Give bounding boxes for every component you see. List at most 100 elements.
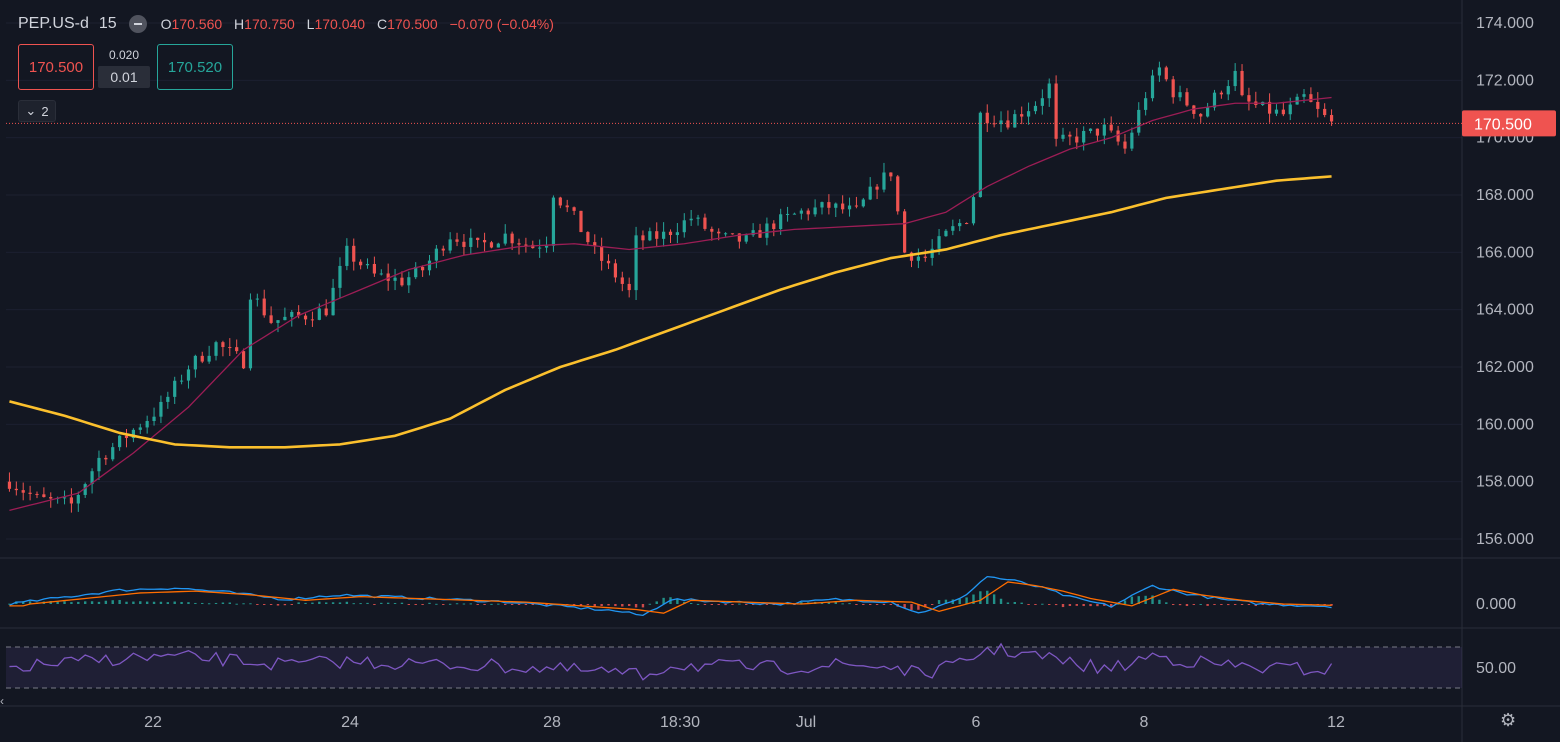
- rsi-tick-label: 50.00: [1476, 660, 1516, 677]
- candle-body: [841, 203, 845, 210]
- macd-histogram-bar: [862, 604, 865, 605]
- candle-body: [352, 245, 356, 262]
- last-price-label: 170.500: [1474, 116, 1532, 133]
- macd-histogram-bar: [166, 602, 170, 604]
- macd-histogram-bar: [386, 602, 390, 604]
- candle-body: [83, 484, 87, 495]
- macd-histogram-bar: [159, 601, 163, 604]
- candle-body: [854, 205, 859, 207]
- candle-body: [1267, 101, 1272, 114]
- macd-histogram-bar: [1199, 603, 1202, 605]
- candle-body: [1323, 108, 1327, 116]
- macd-histogram-bar: [448, 603, 452, 605]
- candle-body: [462, 241, 466, 247]
- candle-body: [28, 492, 32, 494]
- macd-histogram-bar: [77, 601, 80, 604]
- price-tick-label: 156.000: [1476, 531, 1534, 548]
- macd-histogram-bar: [235, 603, 238, 605]
- minus-icon[interactable]: [128, 15, 147, 33]
- macd-histogram-bar: [1206, 604, 1209, 606]
- sell-button[interactable]: 170.500: [18, 44, 94, 90]
- gear-icon[interactable]: ⚙: [1500, 710, 1517, 730]
- macd-histogram-bar: [1220, 604, 1223, 605]
- spread-lot: 0.020 0.01: [98, 44, 150, 90]
- lot-input[interactable]: 0.01: [98, 66, 150, 88]
- macd-histogram-bar: [497, 603, 500, 605]
- macd-histogram-bar: [710, 604, 714, 605]
- moving-averages: [9, 96, 1332, 511]
- candle-body: [572, 207, 576, 211]
- symbol-label[interactable]: PEP.US-d: [18, 15, 89, 32]
- macd-histogram-bar: [1171, 604, 1175, 605]
- macd-histogram-bar: [366, 602, 369, 604]
- price-tick-label: 162.000: [1476, 359, 1534, 376]
- candle-body: [937, 236, 941, 249]
- macd-histogram-bar: [8, 603, 11, 605]
- macd-histogram-bar: [249, 603, 252, 605]
- buy-button[interactable]: 170.520: [157, 44, 233, 90]
- macd-histogram-bar: [607, 604, 610, 606]
- candle-body: [193, 355, 197, 370]
- candle-body: [49, 497, 53, 499]
- macd-histogram-bar: [1096, 604, 1099, 607]
- ma-slow-line: [9, 175, 1332, 449]
- chevron-left-icon[interactable]: ‹: [0, 694, 4, 708]
- macd-histogram-bar: [1075, 604, 1078, 606]
- macd-line: [9, 575, 1332, 617]
- candle-body: [400, 277, 404, 286]
- candle-body: [386, 273, 390, 281]
- candle-body: [923, 256, 927, 258]
- macd-histogram-bar: [517, 604, 521, 605]
- macd-histogram-bar: [965, 597, 968, 604]
- candle-body: [138, 427, 142, 430]
- high-value: 170.750: [244, 16, 295, 32]
- indicators-toggle-button[interactable]: ⌄ 2: [18, 100, 56, 122]
- close-value: 170.500: [387, 16, 438, 32]
- macd-histogram-bar: [393, 603, 397, 605]
- candle-body: [345, 245, 349, 266]
- candle-body: [7, 481, 12, 489]
- spread-value: 0.020: [108, 48, 140, 62]
- rsi-pane: 50.00: [6, 642, 1516, 689]
- macd-histogram-bar: [173, 601, 176, 604]
- candle-body: [668, 231, 673, 236]
- macd-histogram-bar: [1006, 602, 1010, 604]
- price-tick-label: 158.000: [1476, 474, 1534, 491]
- macd-histogram-bar: [407, 604, 411, 605]
- candle-body: [255, 298, 259, 300]
- macd-histogram-bar: [834, 601, 837, 604]
- chevron-down-icon: ⌄: [25, 103, 37, 118]
- time-tick-label: 8: [1140, 714, 1149, 731]
- macd-histogram-bar: [1034, 604, 1037, 605]
- candle-body: [1233, 70, 1237, 87]
- candle-body: [1137, 109, 1141, 133]
- macd-histogram-bar: [738, 603, 741, 605]
- candle-body: [524, 244, 528, 246]
- candle-body: [971, 197, 976, 224]
- candle-body: [90, 471, 94, 485]
- candle-body: [944, 230, 948, 237]
- macd-histogram-bar: [380, 602, 383, 604]
- candle-body: [276, 320, 280, 323]
- candle-body: [421, 266, 425, 271]
- time-tick-label: 12: [1327, 714, 1345, 731]
- candle-body: [1192, 105, 1196, 114]
- price-tick-label: 168.000: [1476, 187, 1534, 204]
- candle-body: [930, 248, 934, 258]
- macd-histogram-bar: [579, 604, 583, 607]
- time-axis[interactable]: 22 24 28 18:30 Jul 6 8 12: [144, 714, 1345, 731]
- macd-histogram-bar: [655, 601, 658, 604]
- candle-body: [772, 223, 776, 229]
- candle-body: [1329, 115, 1334, 122]
- macd-histogram-bar: [972, 594, 975, 604]
- macd-histogram-bar: [1082, 604, 1085, 607]
- candle-body: [173, 380, 177, 397]
- macd-histogram-bar: [1227, 604, 1230, 606]
- candle-body: [104, 457, 108, 460]
- candle-body: [1033, 105, 1038, 112]
- timeframe-label[interactable]: 15: [98, 15, 117, 32]
- macd-histogram-bar: [593, 604, 596, 607]
- price-axis[interactable]: 174.000172.000170.000168.000166.000164.0…: [1462, 15, 1556, 548]
- macd-histogram-bar: [56, 601, 59, 604]
